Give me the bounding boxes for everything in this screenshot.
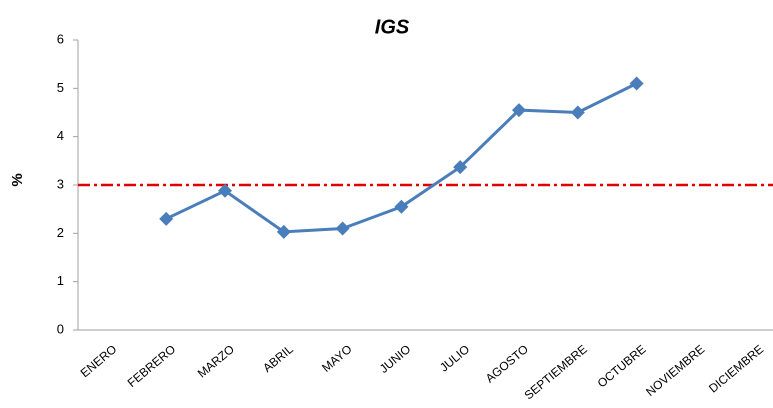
marker <box>629 76 644 91</box>
y-tick-label: 1 <box>57 273 64 288</box>
x-tick-label: ENERO <box>78 342 120 380</box>
y-tick-label: 0 <box>57 321 64 336</box>
marker <box>453 160 468 175</box>
y-tick-label: 3 <box>57 176 64 191</box>
x-tick-label: FEBRERO <box>125 342 178 390</box>
marker <box>335 221 350 236</box>
x-tick-label: JUNIO <box>377 342 414 376</box>
x-tick-label: NOVIEMBRE <box>643 342 707 399</box>
marker <box>159 211 174 226</box>
x-tick-label: SEPTIEMBRE <box>522 342 590 402</box>
y-tick-label: 2 <box>57 225 64 240</box>
y-tick-label: 6 <box>57 31 64 46</box>
x-tick-label: OCTUBRE <box>595 342 649 390</box>
x-tick-label: DICIEMBRE <box>706 342 766 396</box>
y-tick-label: 4 <box>57 128 64 143</box>
y-tick-label: 5 <box>57 80 64 95</box>
x-tick-label: JULIO <box>437 342 472 375</box>
marker <box>276 224 291 239</box>
x-tick-label: MAYO <box>319 342 354 375</box>
x-tick-label: AGOSTO <box>483 342 531 386</box>
chart-title: IGS <box>375 16 410 38</box>
x-tick-label: ABRIL <box>260 342 296 375</box>
marker <box>218 183 232 198</box>
marker <box>394 199 409 214</box>
marker <box>512 103 526 118</box>
marker <box>570 105 585 120</box>
y-axis-label: % <box>9 173 26 186</box>
x-tick-label: MARZO <box>195 342 237 381</box>
